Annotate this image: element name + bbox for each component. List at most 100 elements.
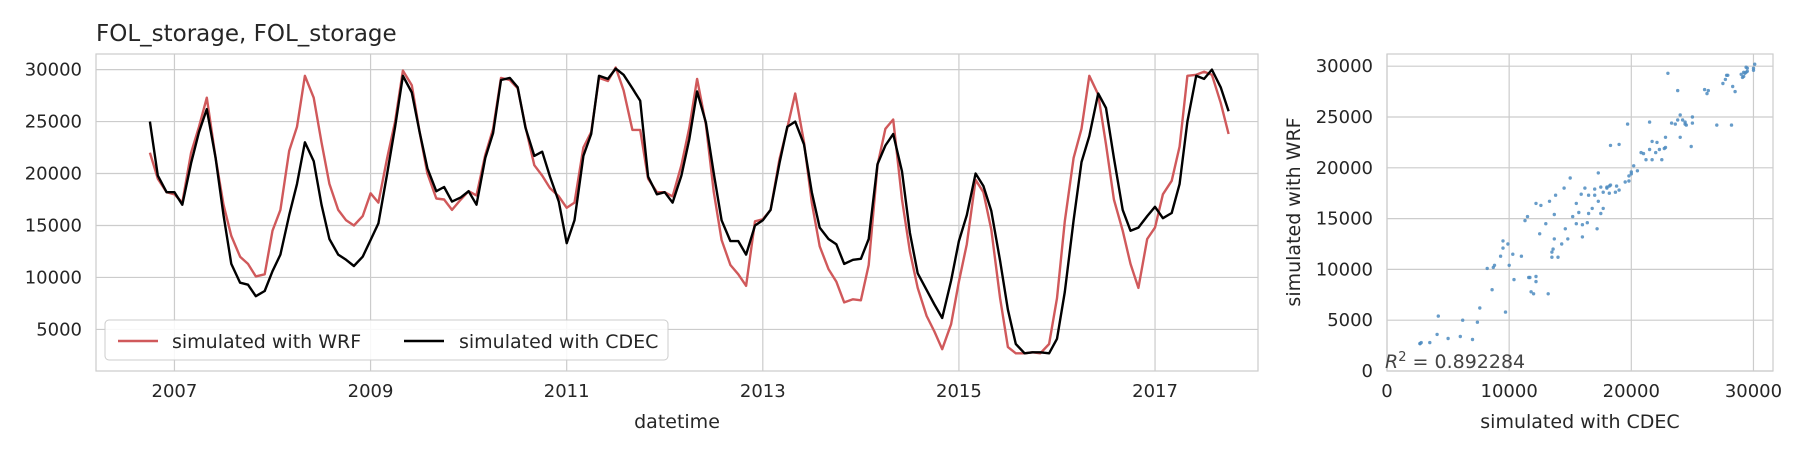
scatter-x-axis-label: simulated with CDEC [1480,411,1679,433]
scatter-point [1523,218,1527,223]
scatter-point [1568,176,1572,180]
x-tick-label: 2017 [1132,381,1178,402]
scatter-point [1647,147,1652,152]
scatter-point [1657,147,1662,152]
scatter-point [1690,115,1695,119]
scatter-point [1669,121,1674,125]
time-series-lines [148,66,1230,355]
scatter-point [1745,66,1750,70]
y-tick-label: 10000 [25,267,82,288]
y-tick-label: 15000 [25,215,82,236]
scatter-y-tick-label: 25000 [1316,107,1373,128]
y-tick-label: 20000 [25,164,82,185]
scatter-point [1529,290,1533,294]
scatter-y-tick-label: 5000 [1327,310,1373,331]
scatter-point [1627,174,1631,178]
scatter-point [1684,123,1689,127]
scatter-point [1458,334,1463,339]
scatter-point [1498,254,1503,258]
scatter-point [1678,135,1682,139]
scatter-y-tick-label: 0 [1362,361,1373,382]
legend-cdec-label: simulated with CDEC [459,331,658,353]
scatter-point [1614,184,1619,188]
scatter-point [1608,183,1613,187]
scatter-y-tick-label: 10000 [1316,259,1373,280]
scatter-grid [1386,54,1773,372]
scatter-panel: 0 10000 20000 30000 0 5000 10000 15000 20000 250… [1283,53,1782,433]
scatter-point [1552,237,1557,241]
scatter-point [1608,143,1613,148]
scatter-point [1534,201,1538,206]
scatter-point [1595,227,1599,231]
scatter-point [1556,255,1560,259]
scatter-point [1596,199,1601,203]
scatter-point [1627,179,1631,183]
scatter-point [1553,193,1558,197]
scatter-point [1605,186,1609,190]
scatter-point [1418,341,1422,346]
scatter-point [1507,263,1511,267]
scatter-point [1599,211,1603,216]
scatter-point [1644,158,1648,162]
scatter-point [1470,337,1475,342]
scatter-point [1625,122,1630,126]
scatter-point [1485,266,1489,271]
scatter-point [1544,222,1548,226]
scatter-point [1511,252,1515,256]
scatter-points [1418,62,1757,346]
x-tick-label: 2011 [544,381,590,402]
scatter-point [1706,88,1711,93]
scatter-point [1666,71,1670,76]
scatter-point [1593,193,1597,197]
scatter-point [1538,232,1542,236]
scatter-point [1490,288,1494,292]
scatter-x-tick-label: 30000 [1725,381,1782,402]
scatter-point [1547,199,1552,203]
scatter-point [1601,206,1605,211]
scatter-point [1753,62,1757,66]
scatter-point [1663,145,1668,150]
scatter-point [1579,192,1583,196]
scatter-x-tick-label: 20000 [1603,381,1660,402]
scatter-point [1663,135,1668,139]
scatter-point [1546,292,1550,296]
scatter-point [1550,255,1554,259]
scatter-point [1539,203,1543,208]
x-tick-label: 2009 [348,381,394,402]
scatter-point [1534,274,1538,279]
scatter-point [1580,235,1585,239]
scatter-point [1680,118,1685,122]
scatter-point [1654,150,1658,155]
scatter-point [1629,170,1634,174]
scatter-point [1617,142,1621,147]
scatter-point [1583,186,1587,190]
scatter-point [1733,89,1737,94]
scatter-point [1519,254,1524,258]
scatter-point [1585,221,1590,225]
scatter-point [1586,211,1591,216]
scatter-point [1574,201,1579,206]
scatter-point [1475,320,1480,324]
scatter-y-tick-label: 30000 [1316,56,1373,77]
scatter-y-ticks: 0 5000 10000 15000 20000 25000 30000 [1316,56,1373,382]
scatter-point [1660,158,1664,162]
time-series-panel: 2007 2009 2011 2013 2015 2017 5000 10000 15000 2… [25,21,1259,433]
scatter-point [1534,279,1538,284]
scatter-point [1742,74,1746,79]
scatter-point [1723,77,1728,82]
chart-title: FOL_storage, FOL_storage [96,21,397,47]
scatter-point [1580,223,1585,227]
scatter-point [1751,66,1756,70]
scatter-point [1586,193,1591,197]
scatter-point [1641,151,1646,156]
scatter-point [1726,73,1730,78]
scatter-point [1689,144,1693,149]
scatter-point [1428,340,1432,345]
scatter-point [1721,81,1725,86]
scatter-point [1525,214,1530,219]
scatter-point [1566,237,1570,241]
scatter-point [1550,250,1554,254]
scatter-point [1623,180,1627,184]
scatter-point [1676,88,1680,93]
